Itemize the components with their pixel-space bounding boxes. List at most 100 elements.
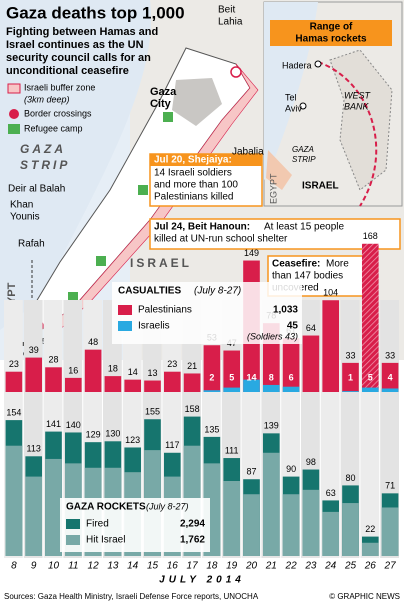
data-label: 71 xyxy=(385,481,395,491)
x-tick-label: 16 xyxy=(167,561,179,572)
place-label: Khan xyxy=(10,200,33,211)
data-label: 168 xyxy=(363,231,378,241)
inset-sea xyxy=(264,2,318,180)
data-label: 117 xyxy=(165,440,179,450)
legend-label: Palestinians xyxy=(138,305,192,316)
legend-subtitle: (July 8-27) xyxy=(146,501,189,511)
region-label: STRIP xyxy=(20,158,70,172)
refugee-camp xyxy=(163,112,173,122)
data-label: 2 xyxy=(209,372,214,382)
bar xyxy=(361,542,379,556)
data-label: 21 xyxy=(187,361,197,371)
annotation-text: and more than 100 xyxy=(154,180,238,191)
place-label: Gaza xyxy=(150,86,177,98)
legend-title: CASUALTIES xyxy=(118,286,181,297)
data-label: 5 xyxy=(229,372,234,382)
legend-total: 1,033 xyxy=(273,305,298,316)
data-label: 80 xyxy=(345,473,355,483)
bar xyxy=(124,379,142,392)
refugee-camp xyxy=(138,185,148,195)
place-label: Aviv xyxy=(285,103,302,113)
data-label: 13 xyxy=(147,368,157,378)
bar xyxy=(163,371,181,392)
region-label: EGYPT xyxy=(268,173,278,204)
data-label: 8 xyxy=(269,372,274,382)
rocket-range xyxy=(317,61,378,207)
x-tick-label: 9 xyxy=(31,561,37,572)
annotation-box xyxy=(149,218,401,250)
data-label: 16 xyxy=(68,365,78,375)
annotation-head: Jul 20, Shejaiya: xyxy=(154,155,232,166)
bar xyxy=(342,391,359,392)
annotation-text: than 147 bodies xyxy=(272,271,343,282)
bar xyxy=(322,511,340,556)
data-label: 98 xyxy=(306,457,316,467)
subtitle: unconditional ceasefire xyxy=(6,65,129,77)
legend-title: GAZA ROCKETS xyxy=(66,502,146,513)
bar xyxy=(381,507,399,556)
inset-title: Hamas rockets xyxy=(295,34,367,45)
place-label: Beit xyxy=(218,5,235,16)
bar xyxy=(243,379,260,392)
data-label: 123 xyxy=(125,435,140,445)
legend-total: 45 xyxy=(287,321,299,332)
data-label: 14 xyxy=(128,367,138,377)
data-label: 135 xyxy=(204,424,219,434)
x-tick-label: 25 xyxy=(344,561,357,572)
bar xyxy=(262,452,280,556)
x-tick-label: 15 xyxy=(147,561,159,572)
bar xyxy=(144,380,161,392)
region-label: STRIP xyxy=(292,155,316,164)
data-label: 87 xyxy=(246,467,256,477)
bar xyxy=(223,350,241,392)
bar xyxy=(183,373,201,392)
city-dot xyxy=(299,102,307,110)
legend-swatch xyxy=(9,109,19,119)
subtitle: Israel continues as the UN xyxy=(6,39,144,51)
data-label: 64 xyxy=(306,323,316,333)
rockets-legend: GAZA ROCKETS (July 8-27) Fired 2,294 Hit Isr… xyxy=(60,498,210,552)
bar xyxy=(45,458,62,556)
legend-swatch xyxy=(7,83,21,94)
bar xyxy=(282,494,300,556)
bar xyxy=(302,489,320,556)
data-label: 33 xyxy=(385,350,395,360)
bar xyxy=(25,357,43,392)
x-tick-label: 22 xyxy=(285,561,298,572)
data-label: 1 xyxy=(348,372,353,382)
annotation-text: More xyxy=(326,259,349,270)
legend-label: Israeli buffer zone xyxy=(24,82,95,92)
data-label: 18 xyxy=(108,363,118,373)
data-label: 63 xyxy=(326,488,336,498)
subtitle: security council calls for an xyxy=(6,52,151,64)
inset-title-box xyxy=(270,20,392,46)
data-label: 22 xyxy=(365,524,375,534)
data-label: 155 xyxy=(145,407,160,417)
refugee-camp xyxy=(96,256,106,266)
place-label: Lahia xyxy=(218,17,243,28)
bar xyxy=(282,386,300,392)
data-label: 130 xyxy=(105,429,120,439)
x-axis-label: JULY 2014 xyxy=(159,575,245,586)
credit: © GRAPHIC NEWS xyxy=(329,592,400,601)
bar xyxy=(223,387,241,392)
subtitle: Fighting between Hamas and xyxy=(6,26,158,38)
bar xyxy=(104,376,122,392)
x-tick-label: 21 xyxy=(265,561,277,572)
data-label: 140 xyxy=(66,420,81,430)
bar xyxy=(5,371,23,392)
data-label: 141 xyxy=(46,419,61,429)
title: Gaza deaths top 1,000 xyxy=(6,3,185,22)
x-tick-label: 12 xyxy=(88,561,100,572)
annotation-head: Ceasefire: xyxy=(272,259,320,270)
x-tick-label: 10 xyxy=(48,561,60,572)
x-tick-label: 14 xyxy=(127,561,139,572)
bar xyxy=(342,362,359,392)
legend-swatch xyxy=(66,535,80,545)
bar xyxy=(223,481,241,556)
casualties-legend: CASUALTIES (July 8-27)Palestinians 1,033 Is… xyxy=(112,282,302,344)
data-label: 5 xyxy=(368,372,373,382)
legend-label: Hit Israel xyxy=(86,535,125,546)
annotation-text: 14 Israeli soldiers xyxy=(154,168,232,179)
